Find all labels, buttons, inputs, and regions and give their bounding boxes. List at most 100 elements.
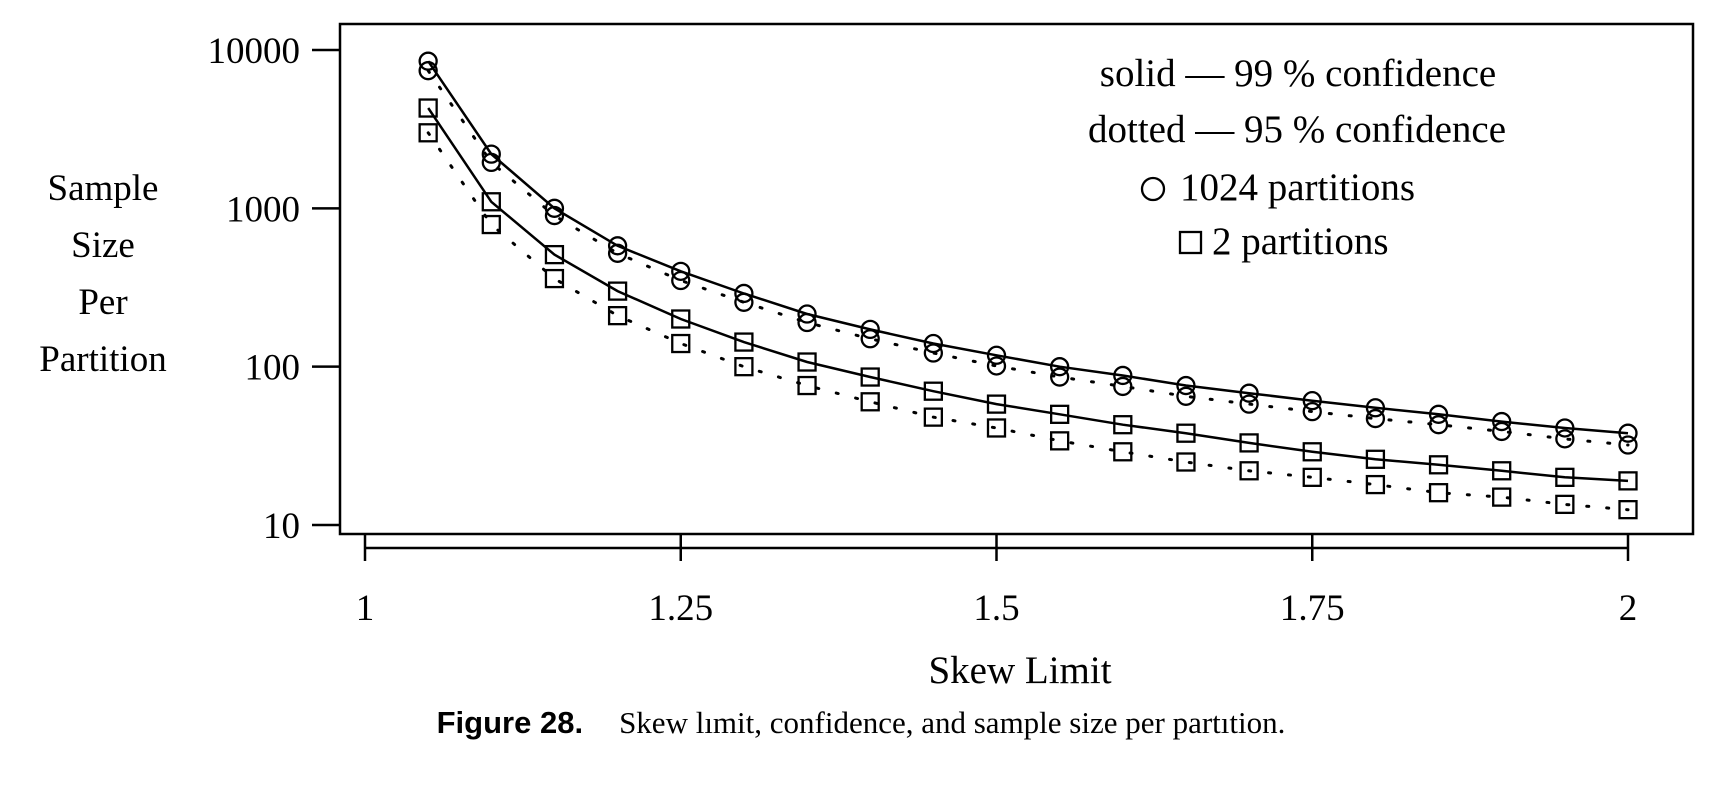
legend-dotted: dotted — 95 % confidence: [1088, 108, 1506, 151]
point-2-partitions: [1492, 461, 1512, 481]
y-axis-label-line: Per: [78, 282, 127, 323]
x-tick-label: 1.25: [648, 588, 713, 629]
x-tick-label: 1.75: [1280, 588, 1345, 629]
point-2-partitions: [544, 244, 565, 265]
point-2-partitions: [797, 375, 817, 396]
point-2-partitions: [860, 392, 880, 412]
point-2-partitions: [544, 268, 565, 289]
x-tick-label: 2: [1619, 588, 1638, 629]
legend-2: 2 partitions: [1212, 220, 1389, 263]
point-1024-partitions: [923, 343, 943, 363]
y-tick-label: 100: [245, 348, 301, 389]
point-1024-partitions: [734, 283, 754, 304]
point-2-partitions: [1239, 461, 1259, 481]
chart: 1 1.25 1.5 1.75 2 10 100 1000 10000 Sample Size Pe…: [39, 22, 1695, 692]
legend-1024: 1024 partitions: [1180, 166, 1415, 209]
point-2-partitions: [734, 357, 754, 377]
point-1024-partitions: [986, 345, 1007, 365]
figure-caption: Figure 28. Skew lımit, confidence, and sa…: [0, 705, 1722, 741]
point-2-partitions: [671, 309, 691, 329]
point-2-partitions: [923, 407, 943, 427]
legend-square-icon: [1178, 230, 1203, 255]
point-1024-partitions: [797, 312, 817, 333]
point-2-partitions: [1428, 483, 1449, 503]
x-axis-label: Skew Limit: [928, 649, 1111, 692]
point-1024-partitions: [1492, 411, 1512, 432]
point-2-partitions: [1492, 487, 1512, 507]
point-1024-partitions: [481, 144, 501, 164]
point-1024-partitions: [1428, 404, 1449, 424]
point-1024-partitions: [1113, 365, 1133, 386]
point-1024-partitions: [544, 205, 565, 226]
caption-label: Figure 28.: [436, 705, 584, 740]
y-tick-label: 10: [263, 506, 300, 547]
point-1024-partitions: [607, 236, 628, 256]
legend: solid — 99 % confidence dotted — 95 % con…: [1088, 52, 1506, 263]
data-marks: [418, 51, 1638, 520]
point-1024-partitions: [1555, 418, 1575, 438]
point-1024-partitions: [1239, 383, 1259, 403]
point-1024-partitions: [671, 261, 691, 281]
point-2-partitions: [418, 98, 438, 118]
point-1024-partitions: [1302, 401, 1322, 422]
point-2-partitions: [607, 305, 628, 326]
point-2-partitions: [1176, 452, 1196, 472]
point-1024-partitions: [1618, 435, 1638, 455]
point-1024-partitions: [1492, 421, 1512, 442]
point-1024-partitions: [418, 61, 438, 81]
point-2-partitions: [734, 332, 754, 352]
point-1024-partitions: [734, 292, 754, 312]
y-axis-label-line: Sample: [48, 168, 159, 209]
point-1024-partitions: [544, 198, 565, 218]
point-2-partitions: [1113, 442, 1133, 462]
line-2-99: [427, 107, 1629, 483]
point-1024-partitions: [1113, 376, 1133, 397]
x-tick-label: 1: [356, 588, 375, 629]
caption-text: Skew lımit, confidence, and sample size …: [619, 705, 1286, 740]
point-2-partitions: [1618, 500, 1638, 520]
point-2-partitions: [1113, 415, 1133, 435]
point-1024-partitions: [1050, 367, 1070, 387]
point-1024-partitions: [860, 329, 880, 349]
point-2-partitions: [1365, 449, 1386, 469]
point-2-partitions: [986, 418, 1007, 438]
point-2-partitions: [797, 352, 817, 372]
legend-solid: solid — 99 % confidence: [1100, 52, 1496, 95]
point-2-partitions: [1618, 471, 1638, 491]
point-2-partitions: [1050, 431, 1070, 451]
point-1024-partitions: [1365, 398, 1386, 418]
y-axis-label-line: Size: [71, 225, 135, 266]
point-2-partitions: [986, 394, 1007, 414]
point-1024-partitions: [1239, 394, 1259, 414]
point-2-partitions: [1555, 467, 1575, 487]
y-tick-label: 10000: [208, 31, 301, 72]
point-2-partitions: [860, 367, 880, 387]
point-1024-partitions: [1365, 408, 1386, 429]
point-2-partitions: [1365, 474, 1386, 495]
point-2-partitions: [418, 123, 438, 143]
point-2-partitions: [1050, 404, 1070, 424]
point-1024-partitions: [1618, 423, 1638, 443]
point-2-partitions: [923, 381, 943, 401]
axes: 1 1.25 1.5 1.75 2 10 100 1000 10000: [208, 31, 1638, 629]
legend-circle-icon: [1140, 176, 1166, 202]
x-tick-label: 1.5: [973, 588, 1019, 629]
point-1024-partitions: [1050, 357, 1070, 377]
point-1024-partitions: [797, 304, 817, 324]
y-axis-label-line: Partition: [39, 339, 166, 380]
point-2-partitions: [1176, 423, 1196, 443]
point-1024-partitions: [607, 243, 628, 263]
point-2-partitions: [1302, 467, 1322, 487]
point-1024-partitions: [860, 319, 880, 340]
point-2-partitions: [1302, 442, 1322, 462]
point-1024-partitions: [1428, 415, 1449, 435]
point-1024-partitions: [671, 270, 691, 291]
plot-frame: [338, 22, 1695, 536]
y-tick-label: 1000: [226, 189, 300, 230]
point-1024-partitions: [923, 333, 943, 354]
point-1024-partitions: [481, 152, 501, 173]
point-2-partitions: [481, 192, 501, 212]
point-2-partitions: [1239, 433, 1259, 453]
point-1024-partitions: [1176, 386, 1196, 406]
point-1024-partitions: [418, 51, 438, 71]
